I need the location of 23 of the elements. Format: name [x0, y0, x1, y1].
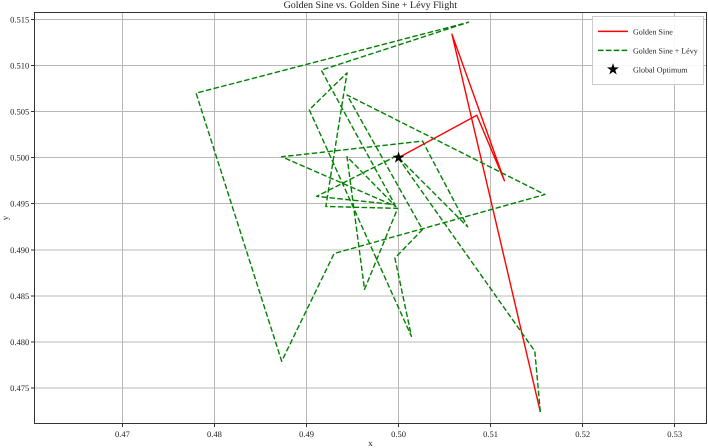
legend-label: Global Optimum [632, 65, 688, 74]
y-tick-label: 0.490 [10, 244, 30, 255]
y-tick-label: 0.515 [10, 14, 30, 24]
y-tick-label: 0.500 [10, 152, 30, 163]
y-tick-label: 0.485 [10, 290, 30, 301]
y-tick-label: 0.475 [10, 382, 30, 393]
y-tick-label: 0.510 [10, 60, 30, 70]
y-axis-title: y [0, 215, 10, 220]
y-tick-label: 0.505 [10, 106, 30, 117]
y-tick-label: 0.495 [10, 198, 30, 209]
x-tick-label: 0.50 [391, 429, 406, 440]
x-axis-title: x [368, 438, 374, 448]
x-tick-label: 0.52 [575, 429, 590, 440]
x-tick-label: 0.51 [483, 429, 498, 440]
x-tick-label: 0.47 [115, 429, 130, 440]
legend-label: Golden Sine + Lévy [632, 46, 698, 56]
y-tick-label: 0.480 [10, 336, 30, 347]
x-tick-label: 0.48 [207, 429, 222, 440]
x-tick-label: 0.53 [667, 429, 682, 440]
x-tick-label: 0.49 [299, 429, 314, 440]
legend-label: Golden Sine [632, 27, 674, 36]
chart-title: Golden Sine vs. Golden Sine + Lévy Flight [284, 0, 458, 11]
line-series [195, 22, 546, 413]
